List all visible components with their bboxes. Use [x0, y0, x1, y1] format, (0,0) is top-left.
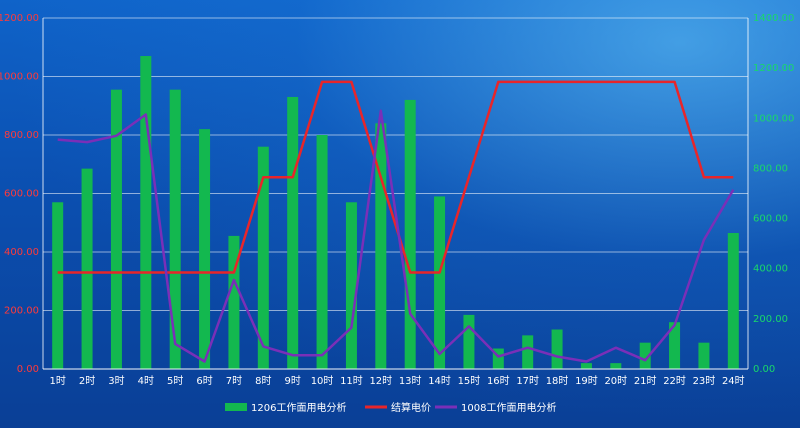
x-tick-label: 4时: [138, 375, 154, 387]
bar[interactable]: [610, 363, 622, 369]
left-tick-label: 0.00: [17, 364, 39, 375]
bar[interactable]: [551, 329, 563, 369]
x-tick-label: 15时: [458, 375, 481, 387]
left-tick-label: 200.00: [4, 306, 39, 317]
right-tick-label: 800.00: [753, 163, 788, 174]
right-tick-label: 1200.00: [753, 63, 794, 74]
legend-label: 1206工作面用电分析: [251, 401, 346, 414]
x-tick-label: 23时: [693, 375, 716, 387]
legend-swatch: [225, 403, 247, 411]
legend-item[interactable]: 1008工作面用电分析: [435, 401, 556, 414]
x-tick-label: 2时: [79, 375, 95, 387]
bar-series: [52, 56, 739, 370]
x-axis: 1时 2时 3时 4时 5时 6时 7时 8时 9时 10时 11时 12时 13时 14时 15时 16时 1…: [43, 368, 748, 387]
bar[interactable]: [463, 314, 475, 369]
right-tick-label: 600.00: [753, 214, 788, 225]
x-tick-label: 10时: [311, 375, 334, 387]
x-tick-label: 5时: [167, 375, 183, 387]
x-tick-label: 6时: [196, 375, 212, 387]
x-tick-label: 13时: [399, 375, 422, 387]
bar[interactable]: [52, 202, 64, 369]
left-axis: 0.00 200.00 400.00 600.00 800.00 1000.00 1200.…: [0, 13, 44, 375]
bar[interactable]: [287, 96, 299, 369]
bar[interactable]: [345, 202, 357, 369]
bar[interactable]: [434, 196, 446, 369]
bar[interactable]: [404, 99, 416, 370]
bar[interactable]: [492, 348, 504, 369]
bar[interactable]: [199, 129, 211, 369]
x-tick-label: 16时: [487, 375, 510, 387]
legend-item[interactable]: 1206工作面用电分析: [225, 401, 346, 414]
bar[interactable]: [316, 135, 328, 369]
bar[interactable]: [375, 123, 387, 369]
x-tick-label: 9时: [285, 375, 301, 387]
left-tick-label: 600.00: [4, 189, 39, 200]
right-tick-label: 1000.00: [753, 113, 794, 124]
bar[interactable]: [257, 146, 269, 369]
left-tick-label: 1200.00: [0, 13, 39, 24]
x-tick-label: 8时: [255, 375, 271, 387]
right-axis: 0.00 200.00 400.00 600.00 800.00 1000.00 1200.…: [747, 13, 794, 375]
bar[interactable]: [169, 89, 181, 369]
x-tick-label: 14时: [428, 375, 451, 387]
legend[interactable]: 1206工作面用电分析 结算电价 1008工作面用电分析: [225, 401, 556, 414]
x-tick-label: 17时: [516, 375, 539, 387]
right-tick-label: 200.00: [753, 314, 788, 325]
left-tick-label: 800.00: [4, 130, 39, 141]
x-tick-label: 1时: [50, 375, 66, 387]
bar[interactable]: [698, 342, 710, 369]
bar[interactable]: [669, 322, 681, 369]
bar[interactable]: [228, 235, 240, 369]
legend-item[interactable]: 结算电价: [365, 401, 431, 414]
right-tick-label: 1400.00: [753, 13, 794, 24]
x-tick-label: 11时: [340, 375, 363, 387]
right-tick-label: 0.00: [753, 364, 775, 375]
series-line[interactable]: [57, 80, 734, 274]
legend-label: 结算电价: [391, 401, 431, 414]
left-tick-label: 1000.00: [0, 72, 39, 83]
x-tick-label: 3时: [108, 375, 124, 387]
bar[interactable]: [522, 335, 534, 369]
bar[interactable]: [580, 363, 592, 369]
bar[interactable]: [140, 56, 152, 370]
x-tick-label: 19时: [575, 375, 598, 387]
legend-label: 1008工作面用电分析: [461, 401, 556, 414]
x-tick-label: 7时: [226, 375, 242, 387]
bar[interactable]: [81, 168, 93, 369]
left-tick-label: 400.00: [4, 247, 39, 258]
x-tick-label: 21时: [634, 375, 657, 387]
x-tick-label: 24时: [722, 375, 745, 387]
right-tick-label: 400.00: [753, 264, 788, 275]
x-tick-label: 22时: [663, 375, 686, 387]
x-tick-label: 12时: [369, 375, 392, 387]
bar[interactable]: [727, 232, 739, 369]
x-tick-label: 18时: [546, 375, 569, 387]
bar[interactable]: [639, 342, 651, 369]
x-tick-label: 20时: [604, 375, 627, 387]
line-series: [57, 80, 735, 363]
series-line[interactable]: [57, 109, 735, 363]
bar[interactable]: [110, 89, 122, 369]
